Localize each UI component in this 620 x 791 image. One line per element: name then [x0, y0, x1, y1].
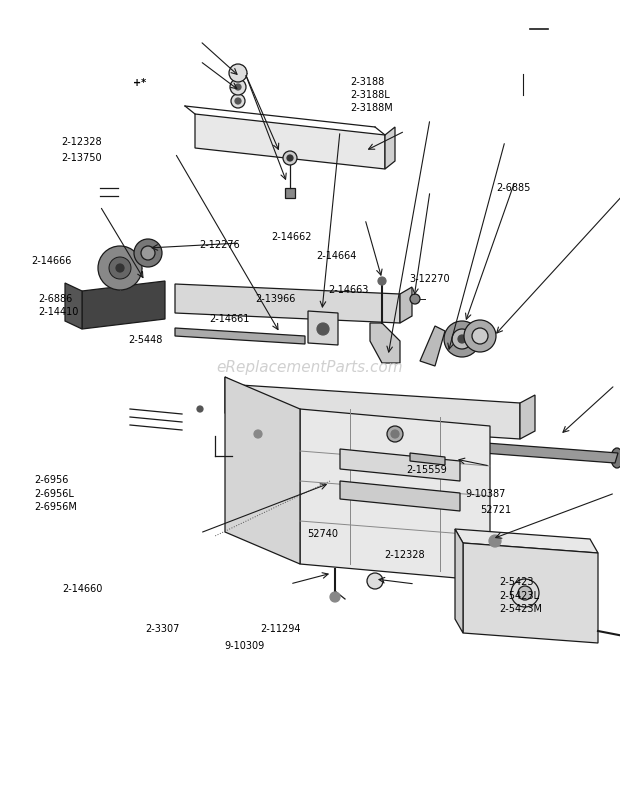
Circle shape: [287, 155, 293, 161]
Polygon shape: [240, 385, 520, 439]
Polygon shape: [82, 281, 165, 329]
Polygon shape: [520, 395, 535, 439]
Polygon shape: [285, 188, 295, 198]
Polygon shape: [308, 311, 338, 345]
Text: 52740: 52740: [307, 529, 338, 539]
Polygon shape: [225, 377, 240, 421]
Circle shape: [452, 329, 472, 349]
Circle shape: [458, 335, 466, 343]
Circle shape: [387, 426, 403, 442]
Circle shape: [231, 94, 245, 108]
Text: 2-14663: 2-14663: [329, 285, 369, 294]
Circle shape: [511, 579, 539, 607]
Polygon shape: [225, 377, 300, 564]
Polygon shape: [175, 284, 400, 323]
Text: 2-6885: 2-6885: [496, 184, 530, 193]
Polygon shape: [340, 481, 460, 511]
Text: 2-14662: 2-14662: [271, 233, 312, 242]
Text: 52721: 52721: [480, 505, 511, 515]
Circle shape: [229, 64, 247, 82]
Circle shape: [489, 535, 501, 547]
Circle shape: [317, 323, 329, 335]
Circle shape: [98, 246, 142, 290]
Polygon shape: [175, 328, 305, 344]
Text: 2-14666: 2-14666: [31, 256, 71, 266]
Polygon shape: [275, 415, 400, 441]
Polygon shape: [430, 439, 618, 463]
Circle shape: [410, 294, 420, 304]
Text: 2-12328: 2-12328: [384, 551, 425, 560]
Text: 2-5423
2-5423L
2-5423M: 2-5423 2-5423L 2-5423M: [499, 577, 542, 614]
Circle shape: [330, 592, 340, 602]
Polygon shape: [370, 323, 400, 363]
Text: 2-12328: 2-12328: [61, 138, 102, 147]
Ellipse shape: [611, 448, 620, 468]
Text: 2-14664: 2-14664: [316, 252, 356, 261]
Polygon shape: [385, 127, 395, 169]
Text: 2-6886
2-14410: 2-6886 2-14410: [38, 293, 79, 317]
Text: 2-13966: 2-13966: [255, 294, 296, 304]
Circle shape: [283, 151, 297, 165]
Circle shape: [464, 320, 496, 352]
Text: +*: +*: [133, 78, 146, 88]
Circle shape: [378, 277, 386, 285]
Polygon shape: [65, 283, 82, 329]
Text: 2-6956
2-6956L
2-6956M: 2-6956 2-6956L 2-6956M: [34, 475, 77, 512]
Polygon shape: [300, 409, 490, 581]
Circle shape: [109, 257, 131, 279]
Text: 2-11294: 2-11294: [260, 624, 301, 634]
Circle shape: [444, 321, 480, 357]
Circle shape: [235, 98, 241, 104]
Text: 2-15559: 2-15559: [406, 465, 447, 475]
Text: 2-14661: 2-14661: [209, 314, 250, 324]
Polygon shape: [340, 449, 460, 481]
Text: 2-3307: 2-3307: [146, 624, 180, 634]
Polygon shape: [400, 287, 412, 323]
Circle shape: [472, 328, 488, 344]
Text: 2-14660: 2-14660: [62, 584, 102, 593]
Text: 2-5448: 2-5448: [128, 335, 163, 345]
Circle shape: [230, 79, 246, 95]
Circle shape: [235, 84, 241, 90]
Circle shape: [367, 573, 383, 589]
Text: 9-10387: 9-10387: [465, 489, 505, 498]
Polygon shape: [195, 114, 385, 169]
Text: eReplacementParts.com: eReplacementParts.com: [216, 361, 404, 375]
Polygon shape: [420, 326, 445, 366]
Text: 2-13750: 2-13750: [61, 153, 102, 163]
Circle shape: [391, 430, 399, 438]
Polygon shape: [410, 453, 445, 465]
Polygon shape: [455, 529, 463, 633]
Circle shape: [141, 246, 155, 260]
Text: 2-12276: 2-12276: [200, 240, 241, 250]
Polygon shape: [463, 543, 598, 643]
Text: 2-3188
2-3188L
2-3188M: 2-3188 2-3188L 2-3188M: [350, 77, 393, 113]
Text: 9-10309: 9-10309: [225, 642, 265, 651]
Polygon shape: [455, 529, 598, 553]
Circle shape: [518, 586, 532, 600]
Circle shape: [134, 239, 162, 267]
Circle shape: [197, 406, 203, 412]
Circle shape: [116, 264, 124, 272]
Text: 3-12270: 3-12270: [409, 274, 450, 284]
Circle shape: [254, 430, 262, 438]
